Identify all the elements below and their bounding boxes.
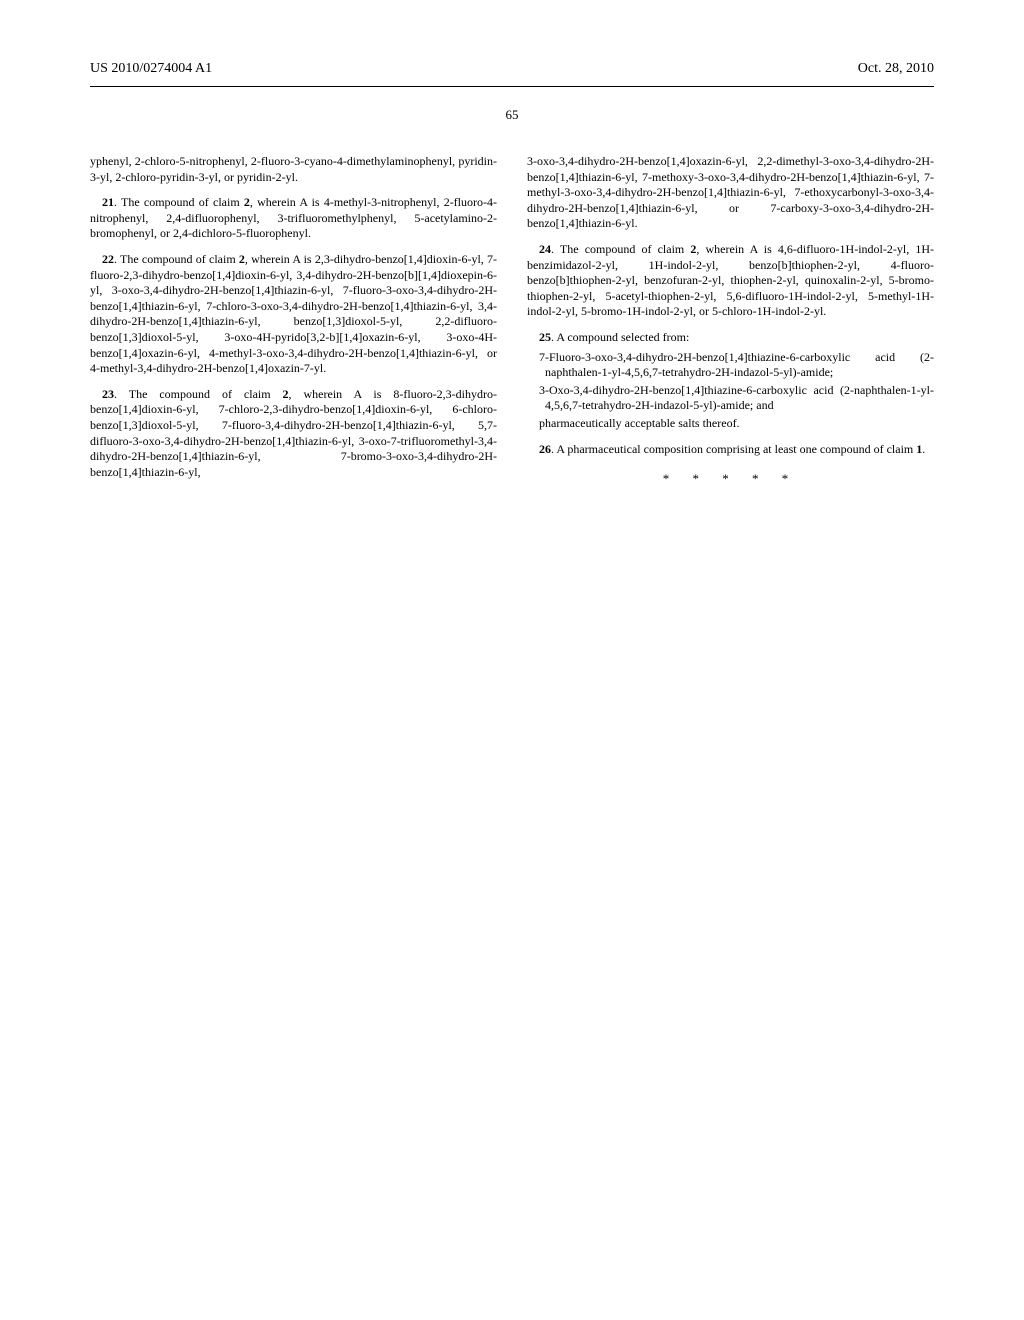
claim-number: 25 <box>539 330 551 344</box>
left-column: yphenyl, 2-chloro-5-nitrophenyl, 2-fluor… <box>90 154 497 490</box>
claim-number: 23 <box>102 387 114 401</box>
claim-number: 22 <box>102 252 114 266</box>
text-columns: yphenyl, 2-chloro-5-nitrophenyl, 2-fluor… <box>90 154 934 490</box>
claim-25-item-1: 7-Fluoro-3-oxo-3,4-dihydro-2H-benzo[1,4]… <box>545 350 934 381</box>
claim-23-continuation: 3-oxo-3,4-dihydro-2H-benzo[1,4]oxazin-6-… <box>527 154 934 232</box>
claim-22: 22. The compound of claim 2, wherein A i… <box>90 252 497 377</box>
claim-text: . The compound of claim <box>114 387 283 401</box>
publication-number: US 2010/0274004 A1 <box>90 60 212 78</box>
claim-text: . A pharmaceutical composition comprisin… <box>551 442 916 456</box>
claim-number: 24 <box>539 242 551 256</box>
claim-continuation: yphenyl, 2-chloro-5-nitrophenyl, 2-fluor… <box>90 154 497 185</box>
claim-text: . A compound selected from: <box>551 330 689 344</box>
claim-25-item-3: pharmaceutically acceptable salts thereo… <box>545 416 934 432</box>
right-column: 3-oxo-3,4-dihydro-2H-benzo[1,4]oxazin-6-… <box>527 154 934 490</box>
claim-text: . The compound of claim <box>114 195 244 209</box>
claim-25-item-2: 3-Oxo-3,4-dihydro-2H-benzo[1,4]thiazine-… <box>545 383 934 414</box>
end-stars: * * * * * <box>527 471 934 488</box>
claim-text: . The compound of claim <box>551 242 690 256</box>
claim-cont-text: yphenyl, 2-chloro-5-nitrophenyl, 2-fluor… <box>90 154 497 184</box>
publication-date: Oct. 28, 2010 <box>858 60 934 78</box>
claim-body: . <box>922 442 925 456</box>
claim-26: 26. A pharmaceutical composition compris… <box>527 442 934 458</box>
claim-number: 26 <box>539 442 551 456</box>
claim-25: 25. A compound selected from: <box>527 330 934 346</box>
page-header: US 2010/0274004 A1 Oct. 28, 2010 <box>90 60 934 78</box>
header-rule <box>90 86 934 87</box>
claim-cont-text: 3-oxo-3,4-dihydro-2H-benzo[1,4]oxazin-6-… <box>527 154 934 230</box>
claim-21: 21. The compound of claim 2, wherein A i… <box>90 195 497 242</box>
claim-text: . The compound of claim <box>114 252 239 266</box>
claim-23: 23. The compound of claim 2, wherein A i… <box>90 387 497 481</box>
claim-body: , wherein A is 2,3-dihydro-benzo[1,4]dio… <box>90 252 497 375</box>
claim-24: 24. The compound of claim 2, wherein A i… <box>527 242 934 320</box>
page-container: US 2010/0274004 A1 Oct. 28, 2010 65 yphe… <box>0 0 1024 530</box>
claim-number: 21 <box>102 195 114 209</box>
page-number: 65 <box>90 107 934 124</box>
